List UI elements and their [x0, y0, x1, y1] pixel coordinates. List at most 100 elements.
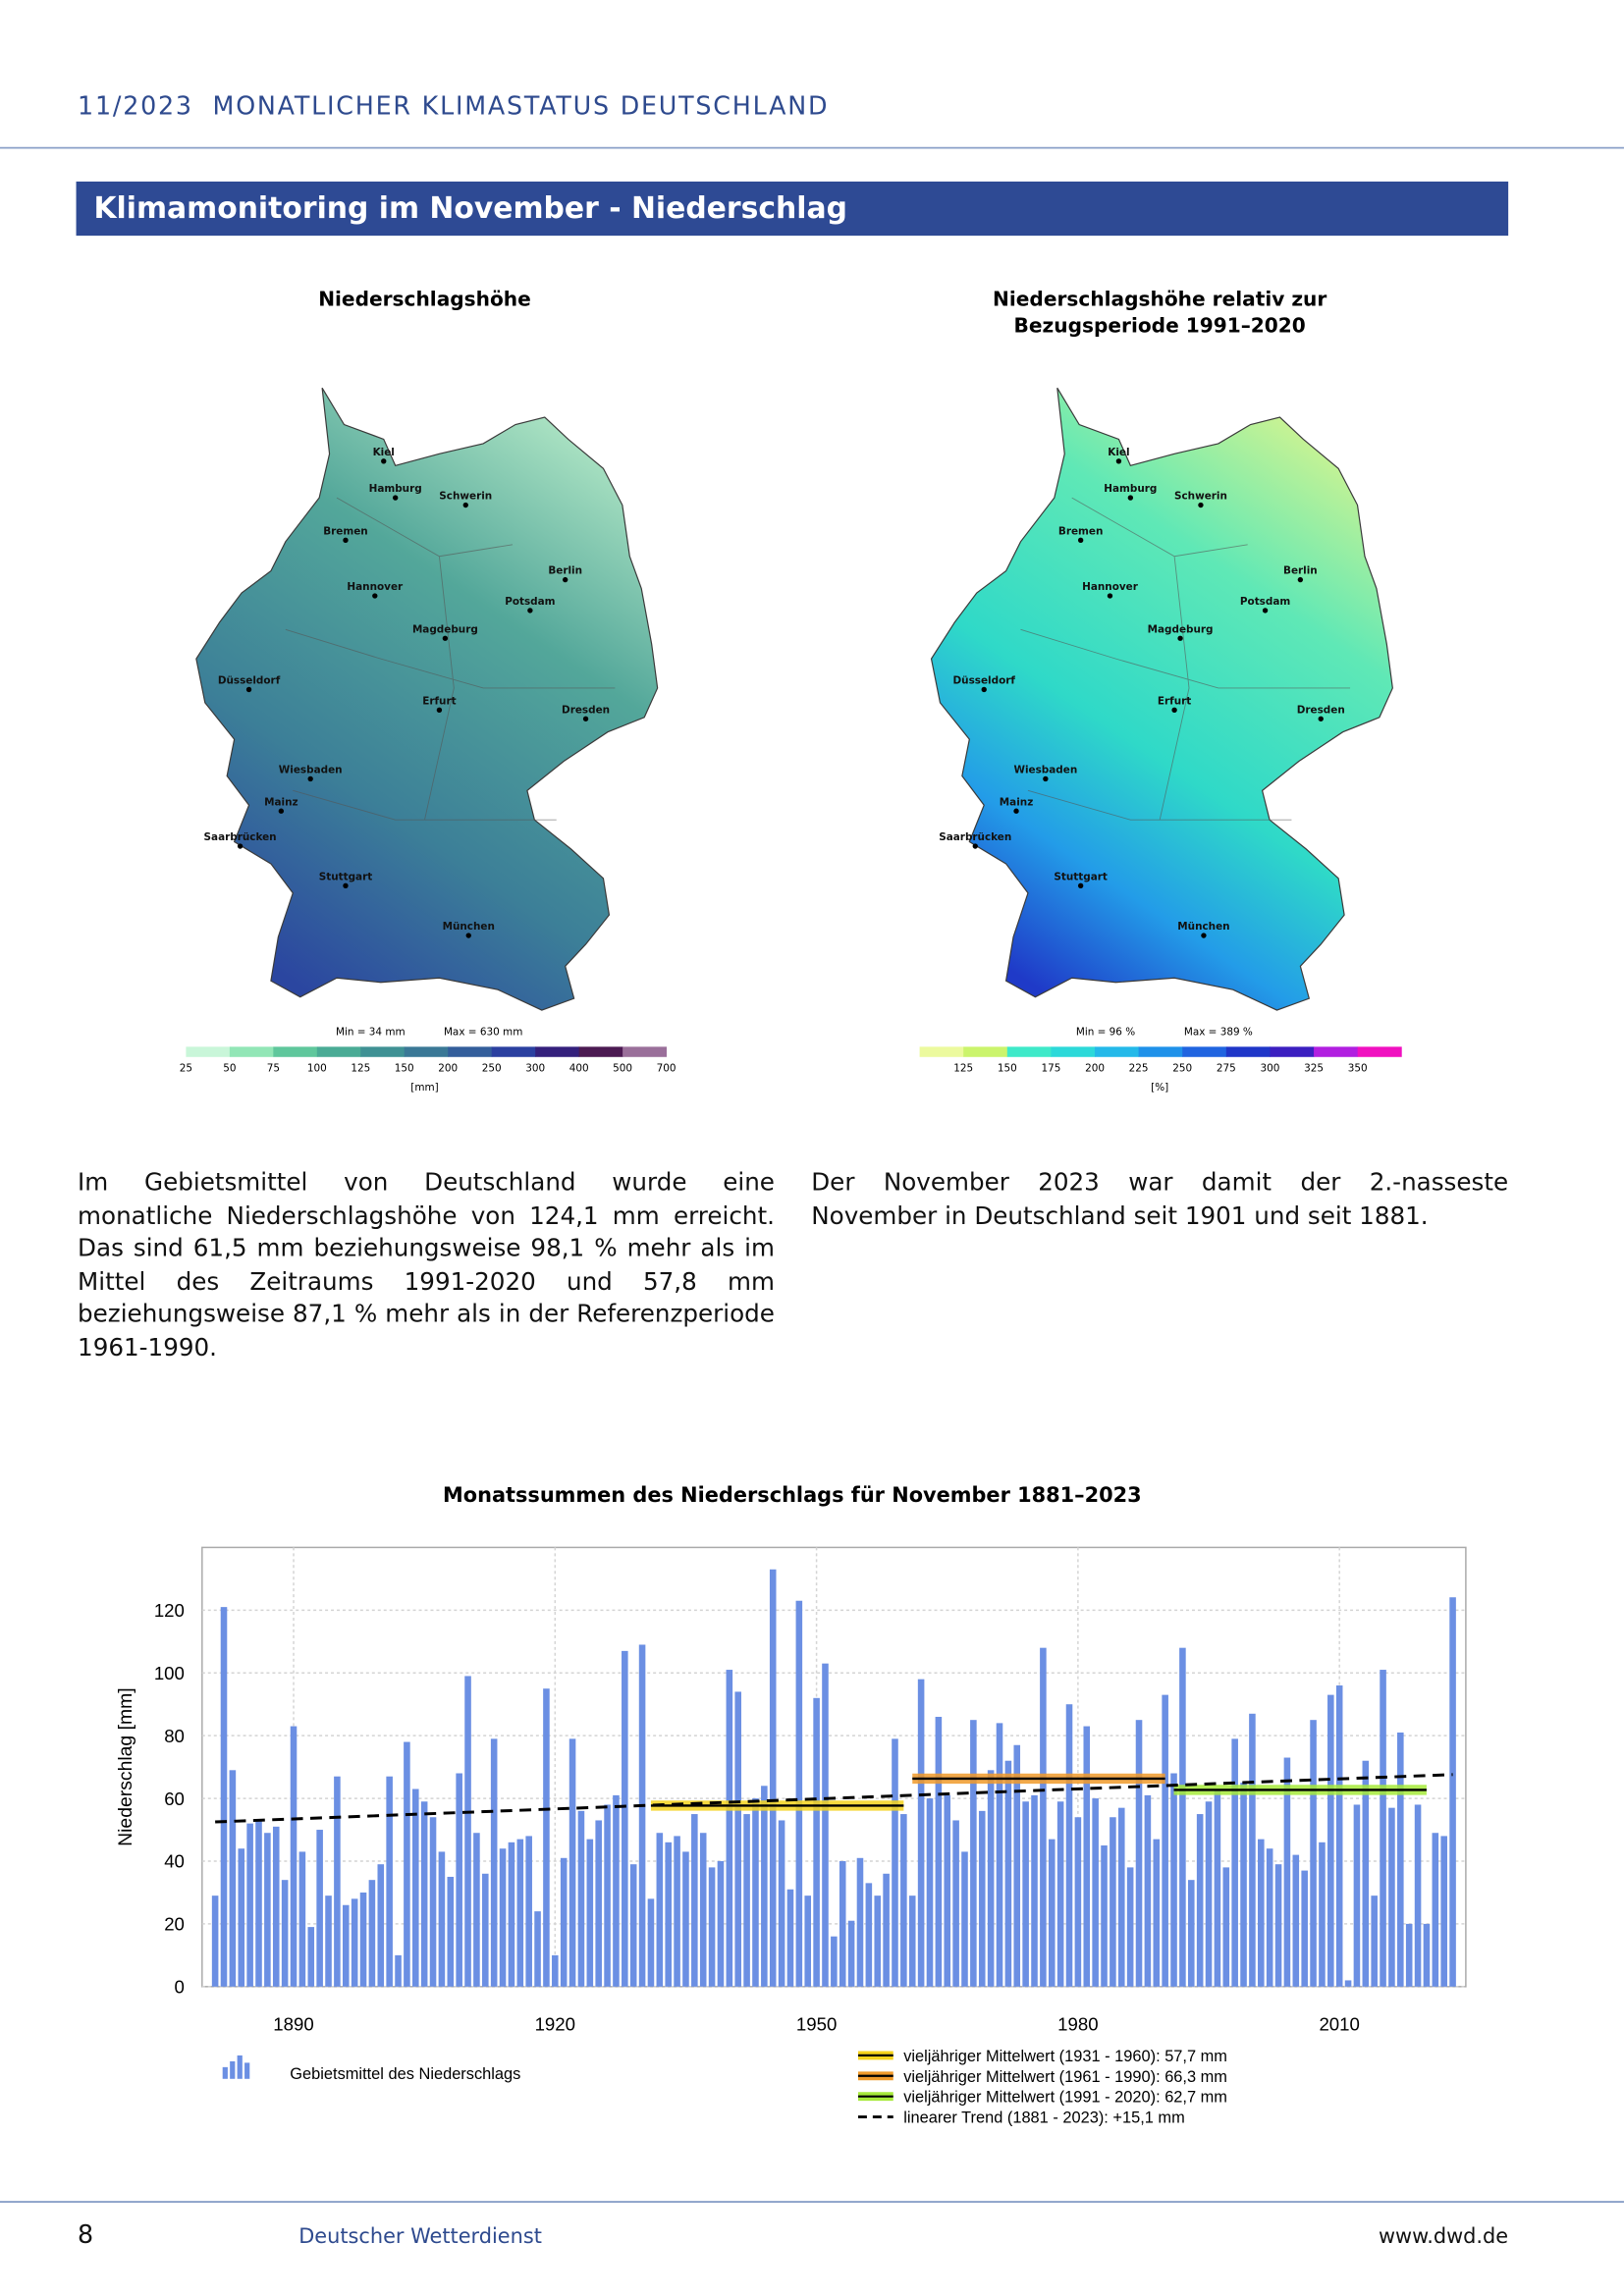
- city-dot: [442, 635, 449, 641]
- bar: [839, 1860, 846, 1987]
- bar: [404, 1741, 410, 1987]
- city-label: Magdeburg: [1148, 623, 1214, 635]
- bar: [525, 1836, 532, 1987]
- city-dot: [278, 808, 285, 814]
- city-label: München: [443, 921, 495, 933]
- bar: [1188, 1880, 1195, 1987]
- bar: [595, 1820, 602, 1987]
- city-dot: [465, 933, 471, 938]
- bar: [1240, 1783, 1247, 1987]
- city-dot: [343, 882, 349, 888]
- city-label: Hamburg: [369, 483, 422, 495]
- bar: [1031, 1794, 1038, 1987]
- bar: [761, 1786, 768, 1987]
- bar: [813, 1697, 820, 1987]
- bar: [377, 1864, 385, 1987]
- bar: [229, 1770, 237, 1987]
- section-banner: [76, 181, 1509, 237]
- color-scale-step: [448, 1046, 493, 1057]
- city-label: Potsdam: [505, 596, 555, 608]
- bar: [743, 1814, 750, 1987]
- bar: [272, 1826, 280, 1987]
- color-scale-step: [491, 1046, 536, 1057]
- color-scale-label: 125: [953, 1063, 973, 1075]
- bar: [255, 1820, 262, 1987]
- color-scale-step: [1051, 1046, 1096, 1057]
- bar: [342, 1904, 350, 1987]
- color-scale-step: [360, 1046, 406, 1057]
- bar: [1319, 1842, 1326, 1987]
- bar: [1065, 1704, 1073, 1987]
- bar: [944, 1794, 951, 1987]
- y-tick-label: 0: [175, 1977, 185, 1998]
- city-label: Wiesbaden: [1013, 764, 1077, 775]
- bar: [429, 1817, 437, 1987]
- color-scale-label: 300: [1260, 1063, 1279, 1075]
- bar: [752, 1798, 759, 1987]
- color-scale-label: 125: [351, 1063, 370, 1075]
- legend-icon: [230, 2060, 236, 2079]
- bar: [447, 1876, 455, 1987]
- bar: [1440, 1836, 1447, 1987]
- color-scale-step: [1006, 1046, 1052, 1057]
- city-label: Schwerin: [439, 491, 492, 503]
- color-scale-step: [1225, 1046, 1271, 1057]
- scale-max: Max = 630 mm: [444, 1026, 522, 1038]
- y-tick-label: 20: [164, 1914, 185, 1935]
- city-dot: [1318, 716, 1324, 721]
- bar: [952, 1820, 959, 1987]
- bar: [412, 1789, 419, 1987]
- city-label: Mainz: [264, 796, 298, 808]
- bar: [1327, 1694, 1334, 1987]
- bar: [970, 1720, 977, 1987]
- bar: [674, 1836, 680, 1987]
- city-dot: [237, 843, 244, 849]
- scale-max: Max = 389 %: [1184, 1026, 1253, 1038]
- map-title: Niederschlagshöhe relativ zur: [993, 288, 1326, 311]
- bar: [604, 1804, 611, 1987]
- city-label: Stuttgart: [319, 871, 373, 882]
- section-title: Klimamonitoring im November - Niederschl…: [93, 191, 846, 226]
- bar: [665, 1842, 672, 1987]
- bar: [490, 1738, 498, 1987]
- bar: [464, 1676, 471, 1987]
- y-tick-label: 100: [154, 1663, 185, 1683]
- bar: [482, 1873, 489, 1987]
- bar: [1380, 1670, 1386, 1987]
- chart: Monatssummen des Niederschlags für Novem…: [115, 1483, 1467, 2127]
- bar: [1056, 1801, 1064, 1987]
- bar: [499, 1848, 507, 1987]
- color-scale-label: 300: [525, 1063, 545, 1075]
- bar: [1423, 1923, 1431, 1987]
- city-dot: [1043, 775, 1049, 782]
- x-tick-label: 2010: [1319, 2014, 1359, 2035]
- page-number: 8: [78, 2219, 93, 2249]
- city-label: Kiel: [373, 447, 395, 458]
- url: www.dwd.de: [1379, 2224, 1508, 2248]
- city-dot: [343, 537, 349, 544]
- bar: [368, 1880, 376, 1987]
- legend-label: Gebietsmittel des Niederschlags: [290, 2065, 520, 2083]
- city-dot: [372, 593, 378, 599]
- city-label: Erfurt: [1158, 695, 1191, 707]
- color-scale-label: 400: [569, 1063, 589, 1075]
- bar: [395, 1954, 402, 1987]
- bar: [1144, 1794, 1152, 1987]
- bar: [211, 1896, 219, 1987]
- bar: [847, 1920, 855, 1987]
- city-dot: [1262, 608, 1269, 614]
- bar: [1048, 1839, 1056, 1987]
- city-dot: [1115, 458, 1122, 464]
- city-label: Magdeburg: [412, 623, 478, 635]
- color-scale-step: [229, 1046, 274, 1057]
- bar: [351, 1898, 358, 1987]
- city-label: Hannover: [1082, 581, 1139, 593]
- color-scale-label: 225: [1129, 1063, 1149, 1075]
- bar: [647, 1898, 655, 1987]
- bar: [1371, 1896, 1378, 1987]
- bar: [568, 1738, 576, 1987]
- city-dot: [1201, 933, 1207, 938]
- legend-label: vieljähriger Mittelwert (1961 - 1990): 6…: [903, 2068, 1227, 2086]
- bar: [1344, 1980, 1352, 1987]
